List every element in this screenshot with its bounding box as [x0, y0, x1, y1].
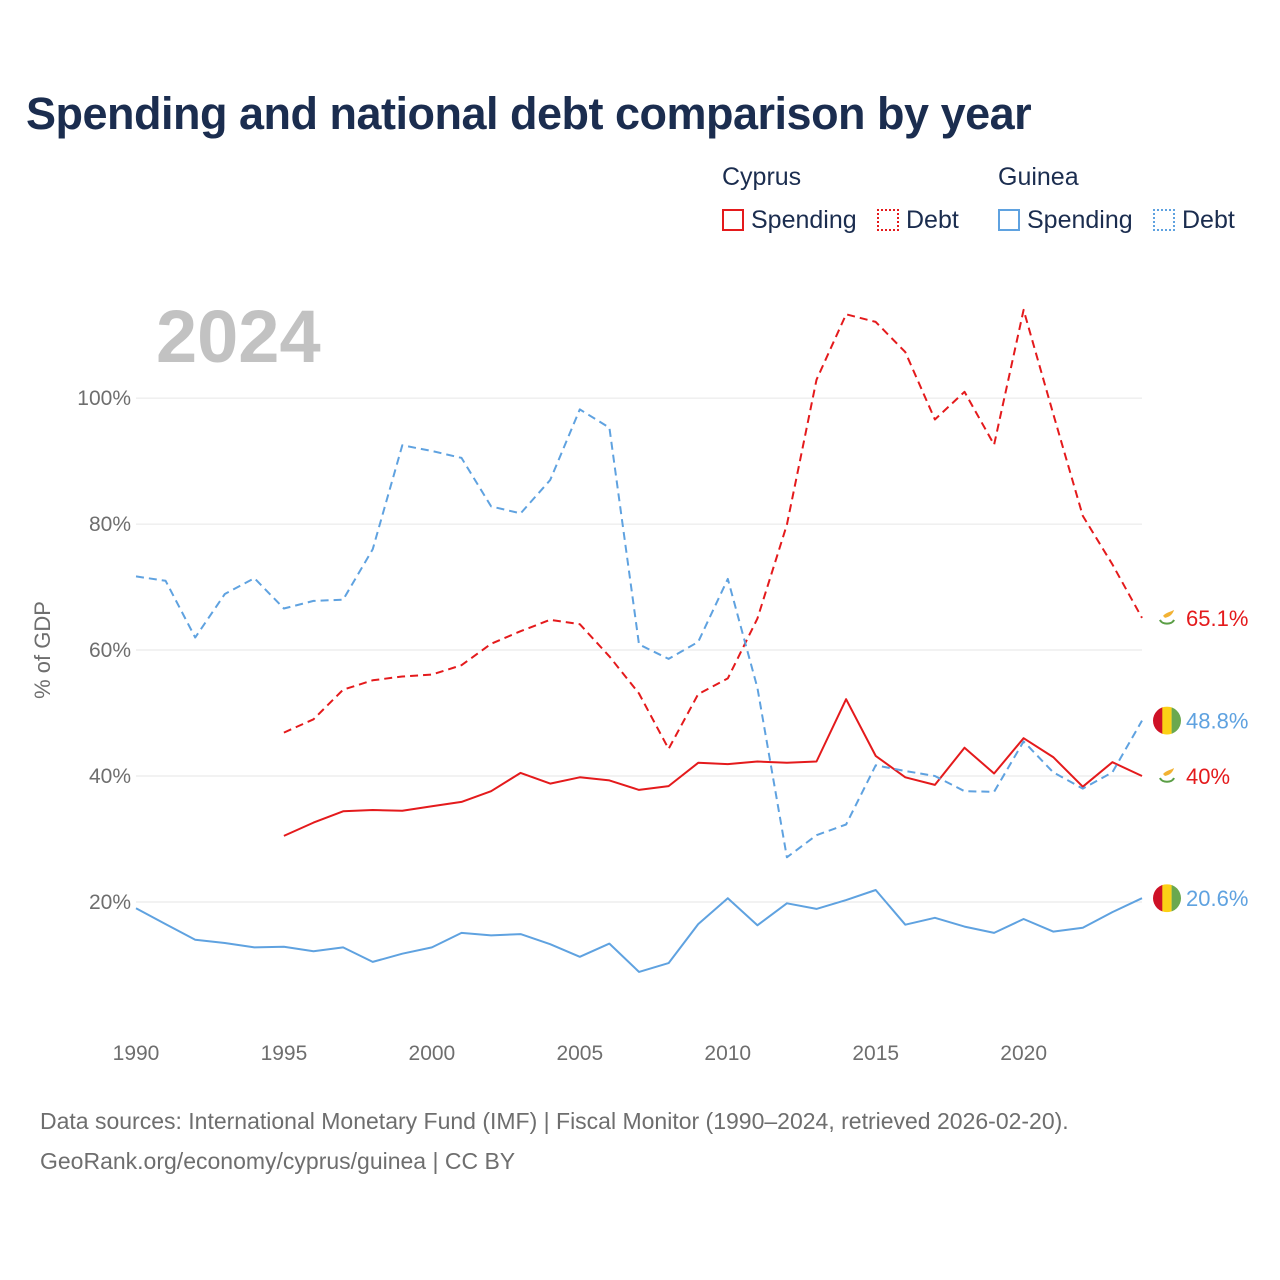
cyprus-flag-icon	[1159, 768, 1175, 783]
series-lines	[135, 308, 1143, 973]
legend-label: Spending	[751, 205, 857, 234]
legend-swatch-solid-icon	[722, 209, 744, 231]
end-labels: 65.1% 48.8% 40% 20.6%	[1186, 606, 1248, 911]
legend-group-cyprus: Cyprus	[722, 163, 802, 191]
y-tick-label: 80%	[89, 513, 131, 536]
gridlines	[136, 397, 1142, 903]
x-tick-label: 2015	[852, 1042, 899, 1065]
y-tick-label: 100%	[77, 387, 131, 410]
year-watermark: 2024	[156, 295, 321, 378]
end-value-label: 20.6%	[1186, 886, 1248, 911]
legend-swatch-solid-icon	[998, 209, 1020, 231]
series-line-guinea-spending	[135, 889, 1143, 973]
end-value-label: 48.8%	[1186, 709, 1248, 734]
y-axis-ticks: 20% 40% 60% 80% 100%	[77, 387, 131, 914]
guinea-flag-icon	[1153, 884, 1181, 913]
legend-item-cyprus-debt[interactable]: Debt	[877, 205, 959, 235]
x-tick-label: 1990	[113, 1042, 160, 1065]
legend-item-cyprus-spending[interactable]: Spending	[722, 205, 857, 235]
legend-label: Spending	[1027, 205, 1133, 234]
x-tick-label: 2000	[409, 1042, 456, 1065]
legend-item-guinea-debt[interactable]: Debt	[1153, 205, 1235, 235]
cyprus-flag-icon	[1159, 609, 1175, 625]
x-tick-label: 2005	[556, 1042, 603, 1065]
x-axis-ticks: 1990 1995 2000 2005 2010 2015 2020	[113, 1042, 1047, 1065]
legend-swatch-dotted-icon	[877, 209, 899, 231]
legend-swatch-dotted-icon	[1153, 209, 1175, 231]
chart-title: Spending and national debt comparison by…	[26, 88, 1032, 139]
x-tick-label: 1995	[261, 1042, 308, 1065]
footer-sources: Data sources: International Monetary Fun…	[40, 1108, 1069, 1134]
series-line-cyprus-spending	[283, 698, 1143, 837]
y-tick-label: 20%	[89, 891, 131, 914]
y-tick-label: 60%	[89, 639, 131, 662]
footer-credit: GeoRank.org/economy/cyprus/guinea | CC B…	[40, 1148, 516, 1174]
legend-label: Debt	[1182, 205, 1235, 234]
series-line-guinea-debt	[135, 408, 1143, 859]
end-value-label: 65.1%	[1186, 606, 1248, 631]
y-axis-title: % of GDP	[30, 601, 55, 699]
x-tick-label: 2010	[704, 1042, 751, 1065]
guinea-flag-icon	[1153, 706, 1181, 735]
legend-label: Debt	[906, 205, 959, 234]
legend-group-guinea: Guinea	[998, 163, 1079, 191]
end-value-label: 40%	[1186, 764, 1230, 789]
x-tick-label: 2020	[1000, 1042, 1047, 1065]
series-line-cyprus-debt	[283, 308, 1143, 750]
legend-item-guinea-spending[interactable]: Spending	[998, 205, 1133, 235]
y-tick-label: 40%	[89, 765, 131, 788]
